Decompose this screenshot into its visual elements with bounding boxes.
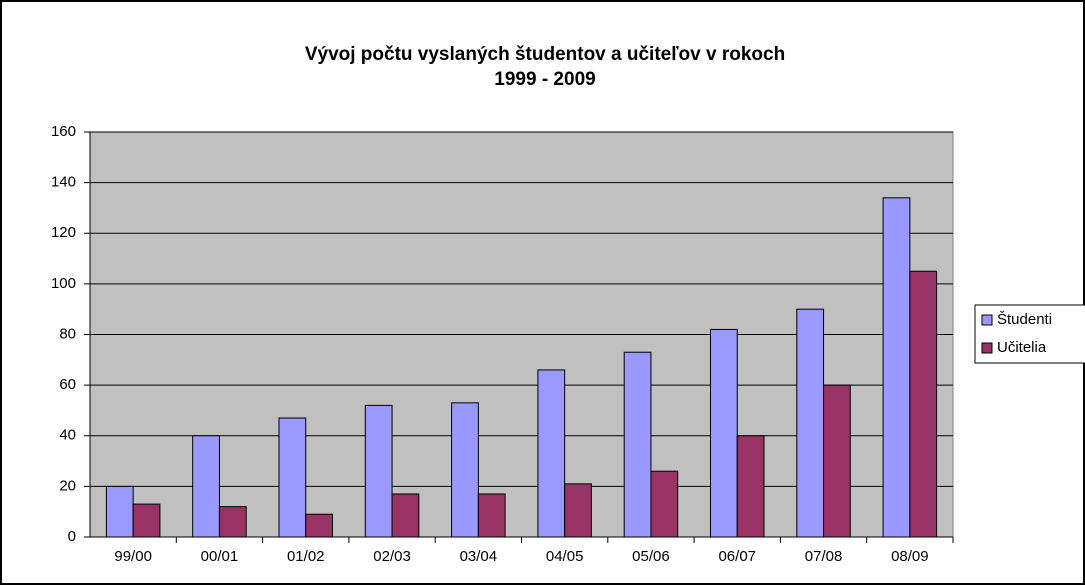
legend-swatch xyxy=(981,342,993,354)
y-tick-label: 20 xyxy=(59,477,76,494)
bar xyxy=(564,483,592,538)
bar xyxy=(218,506,247,538)
x-tick-label: 02/03 xyxy=(373,548,411,565)
bar xyxy=(882,197,911,538)
x-tick-label: 06/07 xyxy=(718,548,756,565)
x-tick-label: 99/00 xyxy=(114,548,152,565)
y-tick-label: 160 xyxy=(51,123,76,140)
legend-box xyxy=(974,304,1085,364)
bar xyxy=(537,369,566,538)
bar xyxy=(909,270,938,538)
x-tick-label: 05/06 xyxy=(632,548,670,565)
legend-label: Učitelia xyxy=(997,339,1047,356)
x-tick-label: 00/01 xyxy=(201,548,239,565)
y-tick-label: 80 xyxy=(59,325,76,342)
x-tick-label: 03/04 xyxy=(460,548,498,565)
y-tick-label: 120 xyxy=(51,224,76,241)
bar xyxy=(709,328,738,538)
bar xyxy=(192,435,220,538)
bar xyxy=(305,513,334,538)
chart-title: Vývoj počtu vyslaných študentov a učiteľ… xyxy=(305,44,785,65)
y-tick-label: 100 xyxy=(51,275,76,292)
legend-swatch xyxy=(981,314,993,326)
bar xyxy=(391,493,420,538)
x-tick-label: 08/09 xyxy=(891,548,929,565)
bar xyxy=(364,404,393,538)
bar xyxy=(278,417,307,538)
bar xyxy=(132,503,161,538)
y-tick-label: 40 xyxy=(59,427,76,444)
bar xyxy=(823,384,851,538)
bar xyxy=(623,351,652,538)
bar xyxy=(451,402,479,538)
x-tick-label: 01/02 xyxy=(287,548,325,565)
bar xyxy=(650,470,679,538)
chart-title: 1999 - 2009 xyxy=(494,69,595,90)
y-tick-label: 60 xyxy=(59,376,76,393)
bar xyxy=(796,308,825,538)
y-tick-label: 140 xyxy=(51,174,76,191)
bar xyxy=(736,435,765,538)
legend-label: Študenti xyxy=(997,311,1052,328)
x-tick-label: 07/08 xyxy=(805,548,843,565)
y-tick-label: 0 xyxy=(68,528,76,545)
x-tick-label: 04/05 xyxy=(546,548,584,565)
bar xyxy=(477,493,506,538)
bar xyxy=(105,485,134,538)
